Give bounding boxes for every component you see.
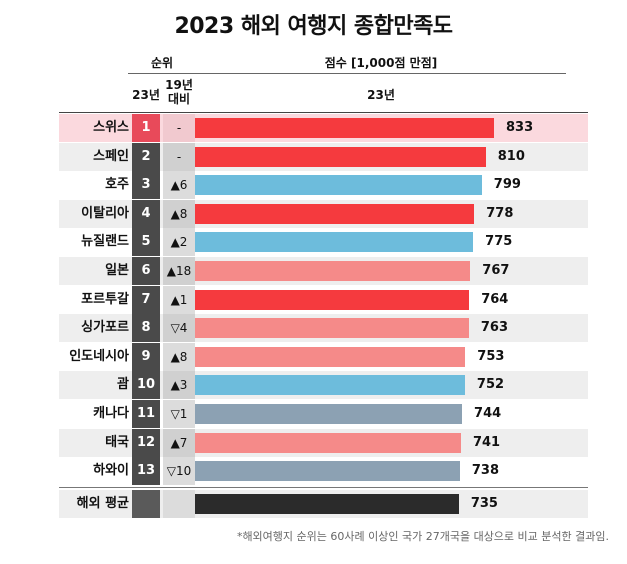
value-label: 763: [480, 320, 508, 336]
country-row: 뉴질랜드 5 ▲2 775: [59, 228, 588, 257]
score-year-header: 23년: [367, 88, 395, 102]
country-row: 이탈리아 4 ▲8 778: [59, 199, 588, 228]
score-title-header: 점수 [1,000점 만점]: [324, 56, 438, 70]
country-label: 호주: [105, 177, 129, 193]
bar-country: [195, 146, 486, 167]
country-row: 인도네시아 9 ▲8 753: [59, 342, 588, 371]
score-title-underline: [196, 73, 566, 74]
bar-country: [195, 432, 461, 453]
country-row: 캐나다 11 ▽1 744: [59, 400, 588, 428]
bar-average: [195, 493, 459, 514]
value-label: 735: [470, 495, 498, 511]
value-label: 753: [477, 348, 505, 364]
change-vs-2019-cell: ▲18: [163, 257, 195, 285]
country-label: 해외 평균: [76, 495, 129, 511]
bar-country: [195, 261, 471, 281]
value-label: 752: [476, 377, 505, 393]
value-label: 741: [472, 434, 501, 450]
country-row: 태국 12 ▲7 741: [59, 428, 588, 457]
country-label: 싱가포르: [81, 320, 129, 336]
rank-2019-header-line1: 19년: [165, 78, 193, 92]
rank-2023-cell: 11: [132, 400, 160, 428]
country-label: 인도네시아: [69, 348, 129, 364]
country-row: 호주 3 ▲6 799: [59, 171, 588, 200]
rank-2023-cell: 10: [132, 371, 160, 400]
country-row: 싱가포르 8 ▽4 763: [59, 314, 588, 343]
rank-2023-header: 23년: [132, 88, 160, 102]
rank-2023-cell: 12: [132, 428, 160, 457]
value-label: 775: [485, 234, 513, 250]
country-label: 태국: [105, 434, 129, 450]
value-label: 744: [474, 406, 502, 421]
change-vs-2019-cell: ▲8: [163, 199, 195, 228]
bar-country: [195, 346, 466, 367]
country-label: 포르투갈: [81, 291, 129, 307]
change-vs-2019-cell: ▲8: [163, 342, 195, 371]
country-row: 스페인 2- 810: [59, 142, 588, 171]
bar-country: [195, 375, 465, 396]
footnote: *해외여행지 순위는 60사례 이상인 국가 27개국을 대상으로 비교 분석한…: [236, 530, 609, 543]
value-label: 738: [471, 463, 500, 479]
bar-country: [195, 318, 469, 339]
value-label: 810: [497, 148, 525, 164]
bar-country: [195, 232, 474, 253]
rank-2023-cell: 2: [132, 142, 160, 171]
value-label: 778: [486, 205, 514, 221]
country-label: 뉴질랜드: [81, 234, 129, 250]
rank-2023-cell: 4: [132, 199, 160, 228]
rank-2023-cell: 7: [132, 285, 160, 314]
rank-2023-cell: 3: [132, 171, 160, 200]
rank-group-header: 순위: [150, 56, 174, 70]
change-vs-2019-cell: [163, 489, 195, 518]
rank-2023-cell: 9: [132, 342, 160, 371]
change-vs-2019-cell: -: [163, 114, 195, 142]
bar-country: [195, 203, 475, 224]
country-label: 일본: [105, 263, 129, 278]
value-label: 764: [481, 291, 509, 307]
rank-2023-cell: 8: [132, 314, 160, 343]
country-row: 하와이 13 ▽10 738: [59, 457, 588, 486]
rank-2023-cell: 5: [132, 228, 160, 257]
header-bottom-line: [59, 112, 588, 113]
value-label: 799: [493, 177, 521, 193]
change-vs-2019-cell: ▲6: [163, 171, 195, 200]
country-label: 캐나다: [93, 406, 129, 421]
change-vs-2019-cell: ▲7: [163, 428, 195, 457]
country-label: 스위스: [93, 120, 129, 135]
value-label: 767: [482, 263, 510, 278]
bar-country: [195, 289, 470, 310]
country-label: 하와이: [93, 463, 129, 479]
rank-2023-cell: [132, 489, 160, 518]
bar-country: [195, 461, 460, 482]
change-vs-2019-cell: -: [163, 142, 195, 171]
average-separator: [59, 486, 588, 488]
country-row: 스위스 1- 833: [59, 114, 588, 142]
change-vs-2019-cell: ▽4: [163, 314, 195, 343]
chart-title: 2023 해외 여행지 종합만족도: [174, 14, 453, 39]
value-label: 833: [506, 120, 534, 135]
change-vs-2019-cell: ▲2: [163, 228, 195, 257]
rank-2023-cell: 1: [132, 114, 160, 142]
country-label: 스페인: [93, 148, 129, 164]
change-vs-2019-cell: ▽10: [163, 457, 195, 486]
country-row: 괌 10 ▲3 752: [59, 371, 588, 400]
bar-country: [195, 404, 463, 424]
change-vs-2019-cell: ▲3: [163, 371, 195, 400]
country-row: 포르투갈 7 ▲1 764: [59, 285, 588, 314]
country-label: 괌: [117, 377, 129, 393]
country-row: 일본 6 ▲18 767: [59, 257, 588, 285]
rank-2023-cell: 6: [132, 257, 160, 285]
rank-2019-header-line2: 대비: [167, 92, 191, 106]
average-row: 해외 평균 735: [59, 489, 588, 518]
bar-country: [195, 175, 482, 196]
bar-country: [195, 118, 494, 138]
country-label: 이탈리아: [81, 205, 129, 221]
rank-group-underline: [128, 73, 196, 74]
change-vs-2019-cell: ▽1: [163, 400, 195, 428]
rank-2023-cell: 13: [132, 457, 160, 486]
change-vs-2019-cell: ▲1: [163, 285, 195, 314]
